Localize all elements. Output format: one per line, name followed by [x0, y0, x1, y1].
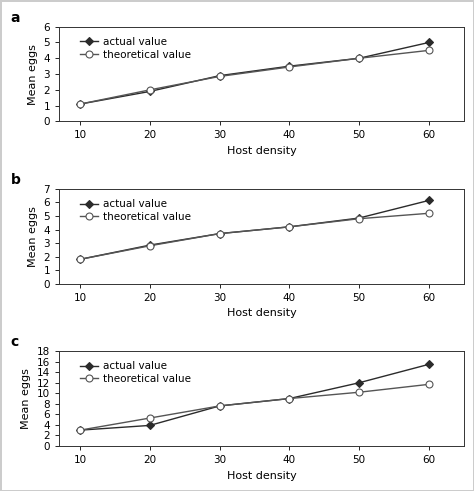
Legend: actual value, theoretical value: actual value, theoretical value: [76, 34, 194, 63]
theoretical value: [217, 231, 222, 237]
X-axis label: Host density: Host density: [227, 308, 296, 318]
X-axis label: Host density: Host density: [227, 146, 296, 156]
Line: actual value: actual value: [77, 361, 432, 433]
actual value: [77, 101, 83, 107]
Y-axis label: Mean eggs: Mean eggs: [21, 368, 31, 429]
theoretical value: [286, 224, 292, 230]
actual value: [356, 215, 362, 221]
actual value: [147, 242, 153, 248]
Line: theoretical value: theoretical value: [77, 210, 432, 263]
actual value: [77, 256, 83, 262]
theoretical value: [426, 210, 432, 216]
actual value: [217, 73, 222, 79]
Line: actual value: actual value: [77, 198, 432, 262]
actual value: [286, 224, 292, 230]
theoretical value: [147, 87, 153, 93]
theoretical value: [77, 101, 83, 107]
Y-axis label: Mean eggs: Mean eggs: [28, 44, 38, 105]
theoretical value: [426, 382, 432, 387]
actual value: [217, 231, 222, 237]
actual value: [286, 396, 292, 402]
theoretical value: [286, 64, 292, 70]
actual value: [356, 380, 362, 386]
Line: actual value: actual value: [77, 40, 432, 107]
theoretical value: [426, 48, 432, 54]
theoretical value: [77, 427, 83, 433]
Text: a: a: [10, 11, 20, 25]
Legend: actual value, theoretical value: actual value, theoretical value: [76, 196, 194, 225]
theoretical value: [217, 403, 222, 409]
Legend: actual value, theoretical value: actual value, theoretical value: [76, 358, 194, 387]
theoretical value: [77, 256, 83, 262]
Text: c: c: [10, 335, 19, 349]
X-axis label: Host density: Host density: [227, 470, 296, 481]
actual value: [356, 55, 362, 61]
theoretical value: [147, 415, 153, 421]
actual value: [426, 197, 432, 203]
actual value: [77, 427, 83, 433]
Line: theoretical value: theoretical value: [77, 47, 432, 108]
actual value: [147, 88, 153, 94]
actual value: [426, 40, 432, 46]
theoretical value: [147, 243, 153, 249]
theoretical value: [217, 74, 222, 80]
actual value: [147, 422, 153, 428]
theoretical value: [356, 55, 362, 61]
theoretical value: [356, 389, 362, 395]
Line: theoretical value: theoretical value: [77, 381, 432, 434]
actual value: [286, 63, 292, 69]
theoretical value: [286, 396, 292, 402]
Y-axis label: Mean eggs: Mean eggs: [28, 206, 38, 267]
Text: b: b: [10, 173, 20, 187]
actual value: [426, 361, 432, 367]
theoretical value: [356, 216, 362, 221]
actual value: [217, 403, 222, 409]
